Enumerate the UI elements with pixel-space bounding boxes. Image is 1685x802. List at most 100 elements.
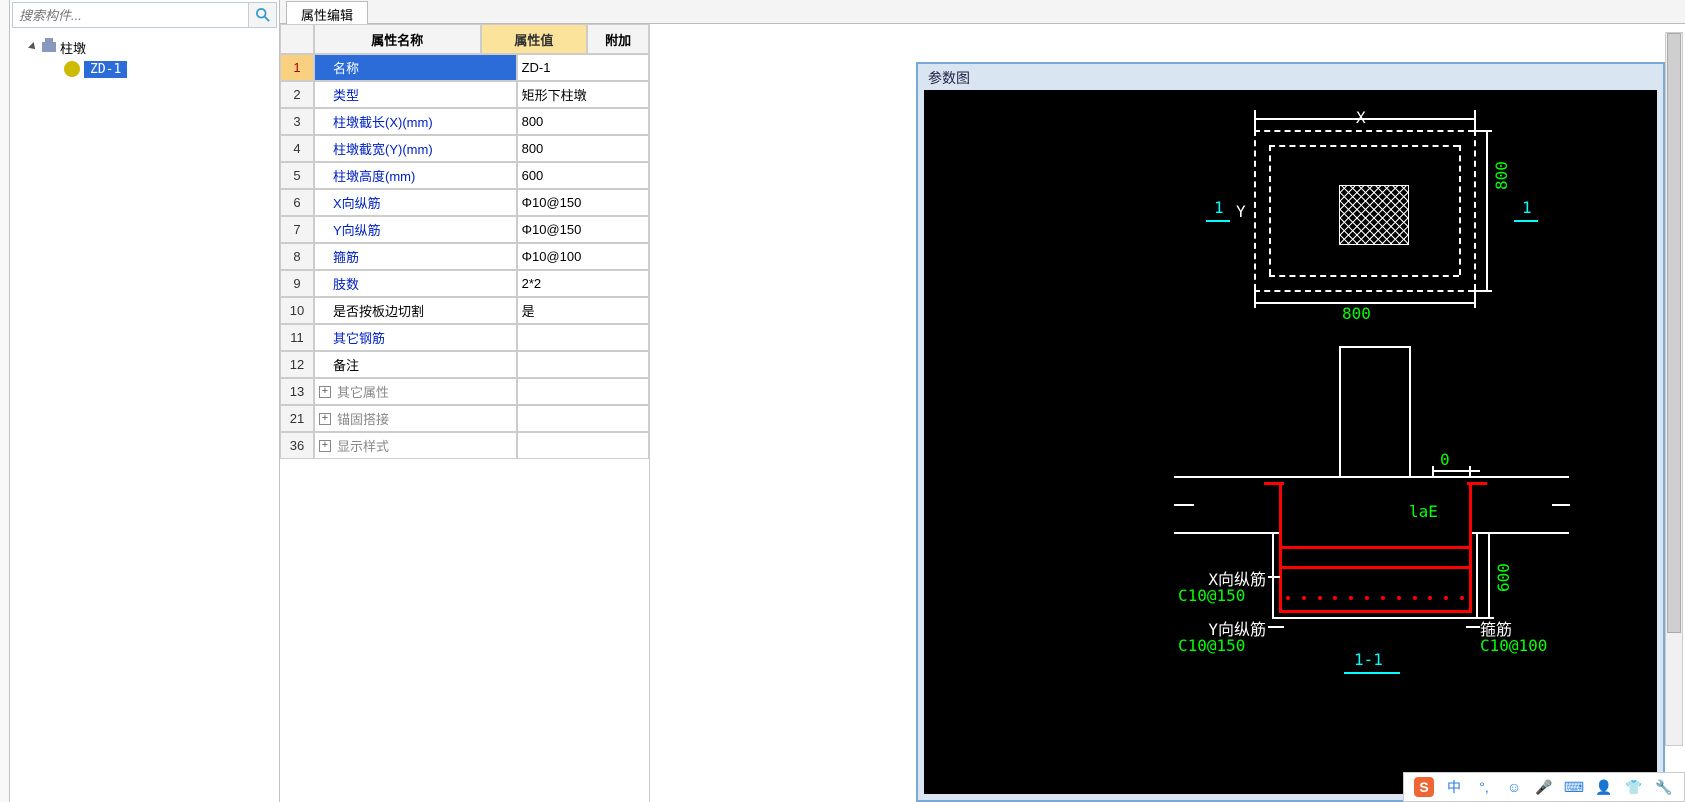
gear-icon [66,63,78,75]
property-name[interactable]: 柱墩截长(X)(mm) [314,108,517,135]
property-row[interactable]: 9肢数2*2 [280,270,649,297]
property-value[interactable]: Φ10@150 [517,189,649,216]
property-name[interactable]: 名称 [314,54,517,81]
row-number: 7 [280,216,314,243]
tree-item-zd1[interactable]: ZD-1 [14,58,275,80]
row-number: 1 [280,54,314,81]
row-number: 9 [280,270,314,297]
spec-x-rebar: C10@150 [1178,586,1245,605]
search-icon [256,8,270,22]
property-value[interactable]: 600 [517,162,649,189]
property-value[interactable] [517,324,649,351]
property-row[interactable]: 6X向纵筋Φ10@150 [280,189,649,216]
property-name[interactable]: 柱墩截宽(Y)(mm) [314,135,517,162]
dim-x-label: X [1356,108,1366,127]
property-value[interactable]: 是 [517,297,649,324]
property-row[interactable]: 36+显示样式 [280,432,649,459]
ime-user-icon[interactable]: 👤 [1594,777,1614,797]
property-name[interactable]: 是否按板边切割 [314,297,517,324]
ime-skin-icon[interactable]: 👕 [1624,777,1644,797]
property-name[interactable]: +其它属性 [314,378,517,405]
dim-bottom: 800 [1342,304,1371,323]
ime-lang[interactable]: 中 [1444,777,1464,797]
scroll-thumb[interactable] [1667,33,1681,633]
property-value[interactable] [517,351,649,378]
row-number: 6 [280,189,314,216]
property-value[interactable]: 2*2 [517,270,649,297]
property-value[interactable]: Φ10@100 [517,243,649,270]
property-row[interactable]: 7Y向纵筋Φ10@150 [280,216,649,243]
property-row[interactable]: 3柱墩截长(X)(mm)800 [280,108,649,135]
col-header-name[interactable]: 属性名称 [314,24,481,54]
property-value[interactable]: 800 [517,108,649,135]
property-name[interactable]: 类型 [314,81,517,108]
property-name[interactable]: Y向纵筋 [314,216,517,243]
col-header-value[interactable]: 属性值 [481,24,588,54]
ime-toolbar: S 中 °, ☺ 🎤 ⌨ 👤 👕 🔧 [1403,772,1685,802]
property-value[interactable] [517,405,649,432]
hatch-area [1339,185,1409,245]
property-name[interactable]: +显示样式 [314,432,517,459]
row-number: 3 [280,108,314,135]
property-row[interactable]: 10是否按板边切割是 [280,297,649,324]
chevron-down-icon [28,42,38,52]
expand-icon[interactable]: + [319,386,331,398]
property-value[interactable] [517,432,649,459]
row-number: 5 [280,162,314,189]
property-row[interactable]: 21+锚固搭接 [280,405,649,432]
ime-punct-icon[interactable]: °, [1474,777,1494,797]
diagram-title: 参数图 [918,64,1663,90]
property-grid: 属性名称 属性值 附加 1名称ZD-12类型矩形下柱墩3柱墩截长(X)(mm)8… [280,24,650,802]
section-label: 1-1 [1354,650,1383,669]
tree-root[interactable]: 柱墩 [14,36,275,58]
grid-header: 属性名称 属性值 附加 [280,24,649,54]
expand-icon[interactable]: + [319,413,331,425]
property-row[interactable]: 1名称ZD-1 [280,54,649,81]
tree-root-label: 柱墩 [60,38,86,57]
property-name[interactable]: X向纵筋 [314,189,517,216]
ime-tool-icon[interactable]: 🔧 [1654,777,1674,797]
property-name[interactable]: 备注 [314,351,517,378]
col-header-extra[interactable]: 附加 [587,24,649,54]
row-number: 21 [280,405,314,432]
ime-keyboard-icon[interactable]: ⌨ [1564,777,1584,797]
tab-property-edit[interactable]: 属性编辑 [286,1,368,24]
spec-y-rebar: C10@150 [1178,636,1245,655]
row-number: 13 [280,378,314,405]
expand-icon[interactable]: + [319,440,331,452]
property-row[interactable]: 11其它钢筋 [280,324,649,351]
property-name[interactable]: 其它钢筋 [314,324,517,351]
tab-bar: 属性编辑 [280,0,1685,24]
search-row [12,2,277,28]
dim-y-label: Y [1236,202,1246,221]
property-row[interactable]: 8箍筋Φ10@100 [280,243,649,270]
search-input[interactable] [13,3,248,27]
property-row[interactable]: 13+其它属性 [280,378,649,405]
ime-emoji-icon[interactable]: ☺ [1504,777,1524,797]
property-value[interactable]: 矩形下柱墩 [517,81,649,108]
property-value[interactable]: ZD-1 [517,54,649,81]
property-value[interactable]: Φ10@150 [517,216,649,243]
row-number: 2 [280,81,314,108]
property-value[interactable]: 800 [517,135,649,162]
property-value[interactable] [517,378,649,405]
search-button[interactable] [248,3,276,27]
property-name[interactable]: 肢数 [314,270,517,297]
dim-lae: laE [1409,502,1438,521]
vertical-scrollbar[interactable] [1665,32,1683,746]
property-name[interactable]: +锚固搭接 [314,405,517,432]
property-name[interactable]: 箍筋 [314,243,517,270]
row-number: 11 [280,324,314,351]
property-row[interactable]: 4柱墩截宽(Y)(mm)800 [280,135,649,162]
ime-mic-icon[interactable]: 🎤 [1534,777,1554,797]
diagram-canvas[interactable]: X Y 800 800 1 1 [924,90,1657,794]
sogou-icon[interactable]: S [1414,777,1434,797]
property-row[interactable]: 5柱墩高度(mm)600 [280,162,649,189]
property-name[interactable]: 柱墩高度(mm) [314,162,517,189]
sidebar: 柱墩 ZD-1 [10,0,280,802]
property-row[interactable]: 12备注 [280,351,649,378]
spec-stirrup: C10@100 [1480,636,1547,655]
property-row[interactable]: 2类型矩形下柱墩 [280,81,649,108]
sec-mark-right: 1 [1522,198,1532,217]
tree-item-label: ZD-1 [84,61,127,78]
